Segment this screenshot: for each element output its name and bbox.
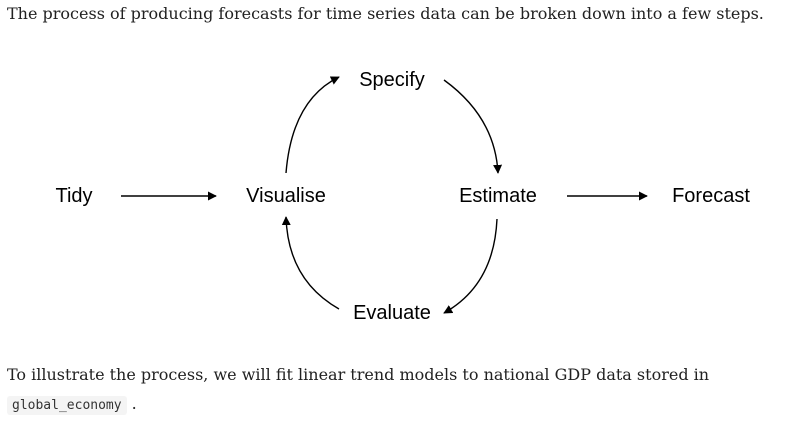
outro-text: To illustrate the process, we will fit l… <box>7 365 710 384</box>
node-estimate: Estimate <box>459 185 537 207</box>
forecasting-workflow-diagram: Tidy Visualise Specify Estimate Evaluate… <box>55 69 750 324</box>
node-tidy: Tidy <box>55 185 92 207</box>
edge-estimate-to-evaluate <box>443 218 498 314</box>
intro-paragraph: The process of producing forecasts for t… <box>7 4 764 23</box>
edge-specify-to-estimate <box>443 79 503 174</box>
edge-evaluate-to-visualise <box>281 216 340 310</box>
node-specify: Specify <box>359 69 425 91</box>
outro-trailing: . <box>131 394 137 413</box>
outro-paragraph-continued: global_economy . <box>7 390 137 420</box>
outro-paragraph: To illustrate the process, we will fit l… <box>7 361 709 389</box>
edge-visualise-to-specify <box>285 76 340 174</box>
node-forecast: Forecast <box>672 185 750 207</box>
code-global-economy: global_economy <box>7 396 127 415</box>
node-visualise: Visualise <box>246 185 326 207</box>
node-evaluate: Evaluate <box>353 302 431 324</box>
